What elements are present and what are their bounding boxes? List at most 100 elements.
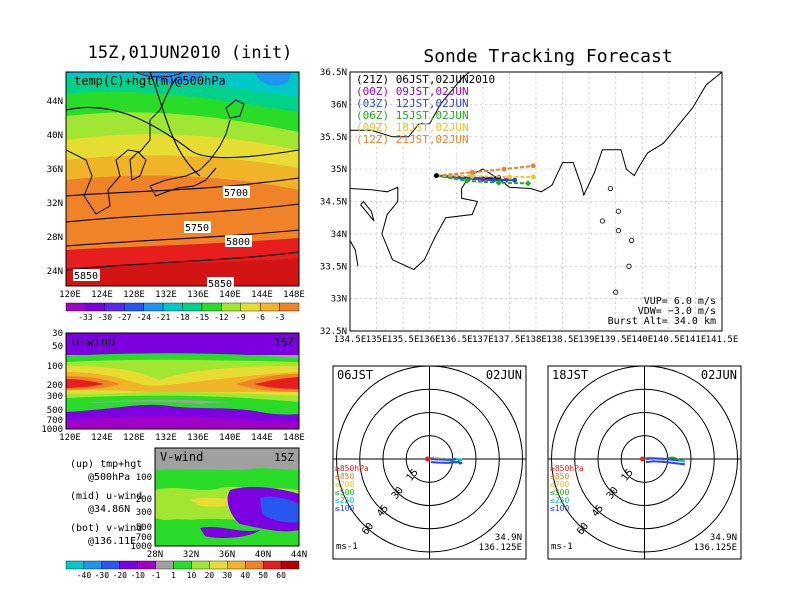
- track-lat-label: 35.5N: [320, 133, 347, 143]
- contour-label-group: 5800: [225, 235, 252, 248]
- vwind-pressure-label: 700: [136, 533, 152, 543]
- hodograph-level-label: ≤250: [335, 496, 354, 505]
- legend-line: (bot) v-wind: [70, 523, 142, 534]
- track-point: [512, 177, 518, 183]
- legend-line: (up) tmp+hgt: [70, 459, 142, 470]
- launch-param: VUP= 6.0 m/s: [644, 296, 716, 307]
- vwind-frame: [154, 447, 300, 547]
- uwind-pressure-label: 1000: [41, 425, 63, 435]
- track-lon-label: 138E: [525, 335, 547, 345]
- track-point: [495, 179, 502, 186]
- temp-band-5: [66, 72, 299, 96]
- coast-honshu-south: [149, 167, 217, 197]
- map500-panel-label: temp(C)+hgt(m)@500hPa: [74, 74, 226, 88]
- temp-colorbar-label: -9: [236, 313, 246, 322]
- temp-colorbar-swatch: [65, 302, 86, 312]
- hodograph-level-label: ≤100: [335, 504, 354, 513]
- vwind-lat-label: 36N: [219, 550, 235, 560]
- map500-lon-label: 148E: [283, 290, 305, 300]
- track-lon-label: 136.5E: [440, 335, 473, 345]
- map500-lon-label: 140E: [219, 290, 241, 300]
- hodograph-profile-segment: [433, 456, 439, 460]
- wind-colorbar-swatch: [119, 560, 138, 570]
- hodograph-level-label: ≤850: [335, 472, 354, 481]
- temp-colorbar-label: -6: [255, 313, 265, 322]
- hodograph-origin: [640, 456, 645, 462]
- hodograph-profile-segment: [450, 459, 455, 463]
- map500-lat-label: 24N: [47, 267, 63, 277]
- track-lon-label: 135E: [366, 335, 388, 345]
- temp-colorbar-swatch: [143, 302, 164, 312]
- coast-honshu: [149, 119, 231, 187]
- map500-lat-label: 36N: [47, 165, 63, 175]
- map500-label-group: temp(C)+hgt(m)@500hPa: [74, 74, 226, 88]
- uwind-lon-label: 132E: [155, 433, 177, 443]
- hodograph-date: 02JUN: [486, 368, 522, 382]
- hodograph-lat: 34.9N: [710, 533, 737, 543]
- hodograph-level-label: ≤250: [550, 496, 569, 505]
- legend-line-sub: @34.86N: [88, 504, 130, 515]
- temp-colorbar-label: -3: [275, 313, 285, 322]
- sonde-track-map: 36.5N 36N 35.5N 35N 34.5N 34N 33.5N 33N 32.5N134…: [320, 68, 739, 345]
- contour-label-box: [225, 235, 252, 247]
- temp-colorbar-swatch: [104, 302, 125, 312]
- uwind-pressure-label: 50: [52, 342, 63, 352]
- track-lon-label: 139.5E: [599, 335, 632, 345]
- track-legend-entry: (00Z) 09JST,02JUN: [356, 85, 469, 98]
- vwind-pressure-label: 300: [136, 508, 152, 518]
- uwind-band-4: [66, 372, 299, 392]
- cold-core-tongue: [140, 72, 205, 84]
- uwind-panel-label: U-wind: [72, 335, 115, 349]
- coast-island: [613, 289, 619, 295]
- uwind-pressure-label: 300: [47, 392, 63, 402]
- contour-label-box: [207, 277, 234, 289]
- map500-frame: [65, 71, 300, 287]
- temperature-height-map: 44N 40N 36N 32N 28N 24N 120E 124E 128E 132E 136E 14…: [47, 71, 305, 300]
- uwind-fields: [66, 333, 299, 429]
- coast-island: [629, 237, 635, 243]
- legend-line: (mid) u-wind: [70, 491, 142, 502]
- contour-label-box: [184, 221, 211, 233]
- wind-colorbar-swatch: [101, 560, 120, 570]
- height-contour-2: [66, 229, 299, 247]
- coast-pacific: [350, 72, 722, 271]
- legend-line-sub: @500hPa: [88, 472, 130, 483]
- hodograph-level-label: ≤100: [550, 504, 569, 513]
- hodograph-frame: [332, 365, 527, 560]
- vwind-pressure-label: 1000: [130, 542, 152, 552]
- uwind-jet-e-2: [254, 377, 299, 389]
- vwind-pressure-label: 500: [136, 523, 152, 533]
- uwind-pressure-label: 500: [47, 406, 63, 416]
- track-point: [469, 173, 475, 179]
- hodograph-level-label: ≥850hPa: [335, 464, 369, 473]
- hodograph-profile-segment: [667, 456, 673, 460]
- hodograph-level-label: ≥850hPa: [550, 464, 584, 473]
- contour-label: 5750: [185, 223, 209, 234]
- wind-colorbar-label: 40: [240, 571, 250, 580]
- track-point: [530, 163, 536, 169]
- track-lon-label: 137E: [472, 335, 494, 345]
- uwind-pressure-label: 30: [52, 329, 63, 339]
- track-lon-label: 140.5E: [653, 335, 686, 345]
- wind-colorbar-swatch: [245, 560, 264, 570]
- uwind-pressure-label: 100: [47, 362, 63, 372]
- uwind-surface: [66, 416, 299, 429]
- temperature-colorbar: -33 -30 -27 -24 -21 -18 -15 -12 -9 -6 -3: [65, 302, 300, 322]
- track-point: [507, 174, 512, 180]
- uwind-lon-label: 120E: [59, 433, 81, 443]
- init-title: 15Z,01JUN2010 (init): [88, 43, 293, 63]
- wind-colorbar-label: -30: [95, 571, 110, 580]
- hodograph-profile-upper: [431, 461, 463, 465]
- hodograph-profile-segment: [653, 457, 667, 460]
- uwind-lon-label: 140E: [219, 433, 241, 443]
- hodograph-lon: 136.125E: [479, 543, 522, 553]
- map500-lon-label: 144E: [251, 290, 273, 300]
- wind-colorbar-label: -20: [113, 571, 128, 580]
- wind-colorbar-label: 20: [205, 571, 215, 580]
- uwind-lon-label: 144E: [251, 433, 273, 443]
- coast-shikoku: [350, 240, 359, 267]
- hodograph-profile-segment: [672, 456, 676, 460]
- track-lon-label: 141.5E: [706, 335, 739, 345]
